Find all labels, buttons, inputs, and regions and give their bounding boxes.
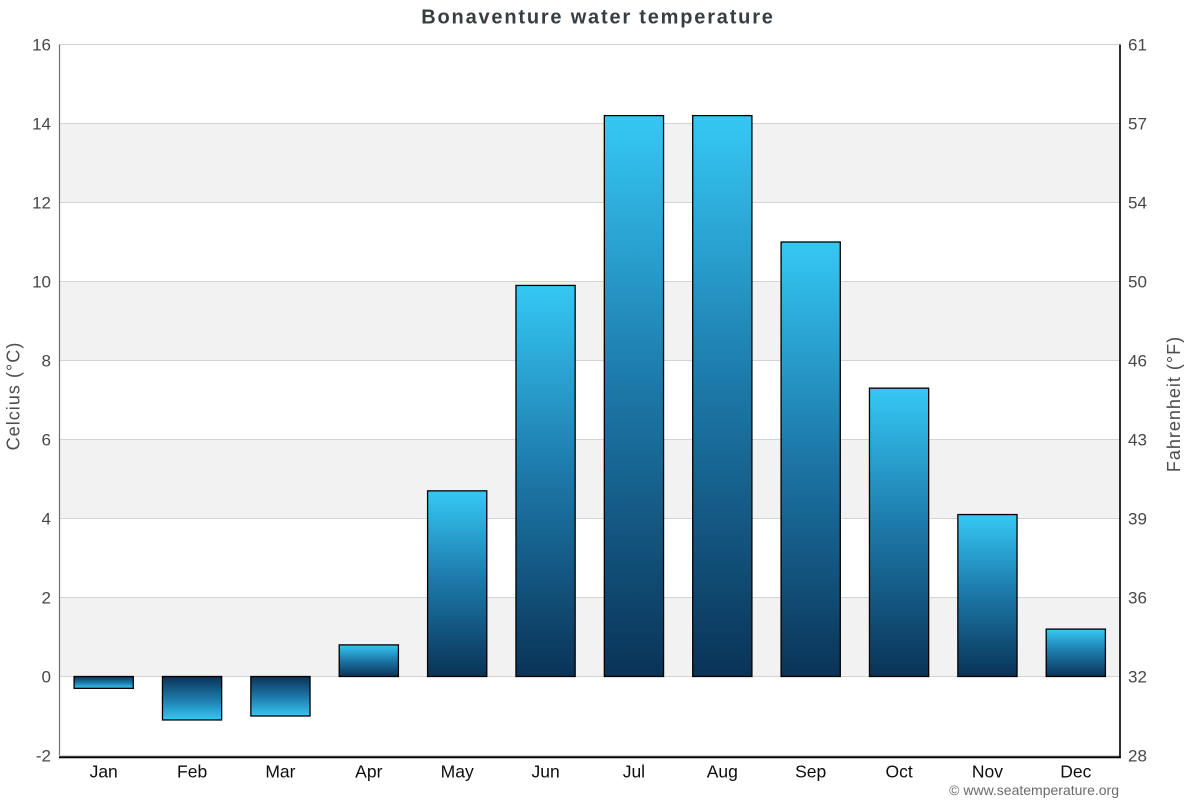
svg-text:12: 12 bbox=[32, 194, 51, 213]
svg-text:46: 46 bbox=[1128, 352, 1147, 371]
svg-text:36: 36 bbox=[1128, 589, 1147, 608]
svg-text:4: 4 bbox=[42, 510, 51, 529]
svg-text:Dec: Dec bbox=[1060, 762, 1091, 782]
svg-text:14: 14 bbox=[32, 115, 51, 134]
svg-text:32: 32 bbox=[1128, 668, 1147, 687]
svg-text:8: 8 bbox=[42, 352, 51, 371]
svg-text:Aug: Aug bbox=[707, 762, 738, 782]
svg-text:Bonaventure water temperature: Bonaventure water temperature bbox=[421, 7, 774, 29]
svg-text:Nov: Nov bbox=[972, 762, 1003, 782]
svg-text:43: 43 bbox=[1128, 431, 1147, 450]
svg-text:Mar: Mar bbox=[265, 762, 295, 782]
svg-text:Jan: Jan bbox=[90, 762, 118, 782]
svg-text:© www.seatemperature.org: © www.seatemperature.org bbox=[949, 782, 1119, 798]
svg-text:10: 10 bbox=[32, 273, 51, 292]
svg-text:50: 50 bbox=[1128, 273, 1147, 292]
svg-text:Fahrenheit (°F): Fahrenheit (°F) bbox=[1164, 336, 1184, 472]
svg-text:61: 61 bbox=[1128, 36, 1147, 55]
svg-text:16: 16 bbox=[32, 36, 51, 55]
svg-text:6: 6 bbox=[42, 431, 51, 450]
svg-text:Sep: Sep bbox=[795, 762, 826, 782]
svg-text:28: 28 bbox=[1128, 747, 1147, 766]
svg-text:0: 0 bbox=[42, 668, 51, 687]
svg-text:2: 2 bbox=[42, 589, 51, 608]
svg-text:57: 57 bbox=[1128, 115, 1147, 134]
svg-text:Jul: Jul bbox=[623, 762, 645, 782]
svg-text:-2: -2 bbox=[36, 747, 51, 766]
svg-text:Apr: Apr bbox=[355, 762, 382, 782]
svg-text:39: 39 bbox=[1128, 510, 1147, 529]
svg-text:Jun: Jun bbox=[531, 762, 559, 782]
svg-text:Oct: Oct bbox=[885, 762, 912, 782]
svg-text:54: 54 bbox=[1128, 194, 1147, 213]
svg-text:Feb: Feb bbox=[177, 762, 207, 782]
svg-text:Celcius (°C): Celcius (°C) bbox=[4, 342, 24, 451]
svg-text:May: May bbox=[441, 762, 474, 782]
